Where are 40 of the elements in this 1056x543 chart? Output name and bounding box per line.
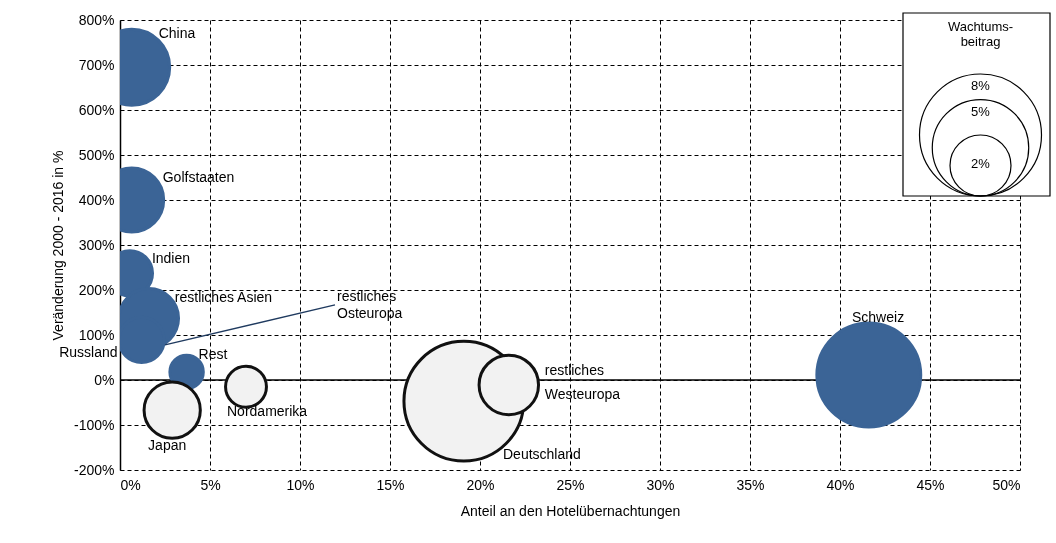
- y-tick-label: 100%: [78, 326, 115, 343]
- annotation: restliches Osteuropa: [337, 287, 403, 321]
- annotation: restliches Asien: [174, 289, 273, 306]
- annotation: Rest: [198, 345, 228, 362]
- y-tick-label: 800%: [78, 11, 115, 28]
- x-tick-label: 0%: [120, 476, 141, 493]
- annotation: Nordamerika: [227, 402, 308, 419]
- y-tick-label: 700%: [78, 56, 115, 73]
- annotation: Golfstaaten: [162, 169, 235, 185]
- x-tick-label: 10%: [286, 476, 315, 493]
- legend-title: Wachtums- beitrag: [947, 19, 1014, 49]
- x-tick-label: 35%: [736, 476, 765, 493]
- x-tick-label: 30%: [646, 476, 675, 493]
- y-tick-label: -100%: [74, 416, 115, 433]
- y-tick-label: -200%: [74, 461, 115, 478]
- annotation: Deutschland: [503, 446, 581, 462]
- x-tick-label: 50%: [992, 476, 1021, 493]
- y-tick-label: 500%: [78, 146, 115, 163]
- x-tick-label: 25%: [556, 476, 585, 493]
- x-tick-label: 15%: [376, 476, 405, 493]
- annotation: Japan: [148, 437, 187, 454]
- x-tick-label: 45%: [916, 476, 945, 493]
- x-axis-title: Anteil an den Hotelübernachtungen: [460, 502, 681, 519]
- x-tick-label: 40%: [826, 476, 855, 493]
- annotation: Indien: [151, 250, 191, 267]
- legend-label: 8%: [971, 78, 991, 93]
- y-axis-title: Veränderung 2000 - 2016 in %: [50, 150, 67, 341]
- legend-label: 5%: [971, 103, 991, 119]
- x-tick-label: 20%: [466, 476, 495, 493]
- legend-label: 2%: [971, 155, 991, 171]
- y-tick-label: 0%: [94, 371, 115, 388]
- y-tick-label: 200%: [78, 281, 115, 298]
- y-tick-label: 600%: [78, 101, 115, 118]
- x-tick-label: 5%: [200, 476, 221, 493]
- annotation: restliches Westeuropa: [544, 361, 621, 402]
- annotation: Schweiz: [852, 309, 905, 325]
- annotation: Russland: [59, 343, 118, 360]
- y-tick-label: 300%: [78, 236, 115, 253]
- annotation: China: [158, 25, 196, 42]
- y-tick-label: 400%: [78, 191, 115, 208]
